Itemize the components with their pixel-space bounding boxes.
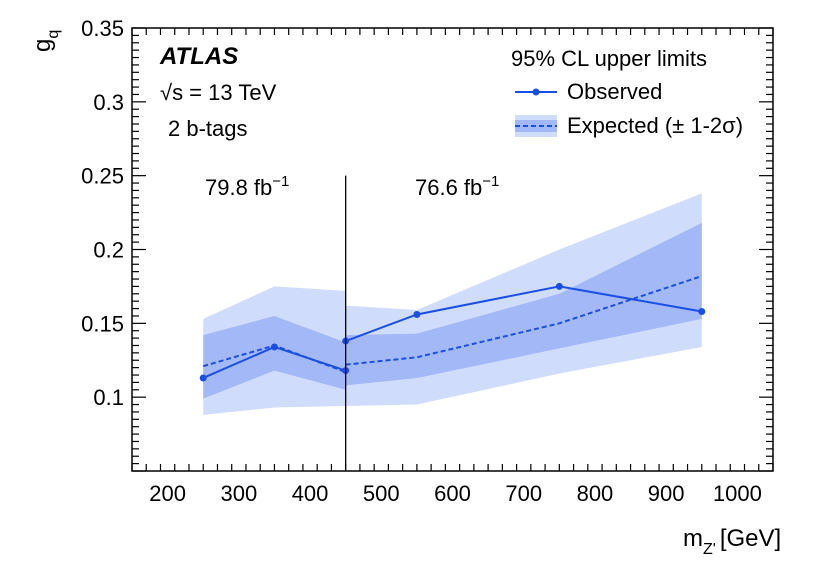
y-tick-label: 0.3 (93, 90, 124, 115)
y-tick-label: 0.2 (93, 238, 124, 263)
band-1sigma-low (203, 315, 346, 399)
x-tick-label: 200 (149, 481, 186, 506)
legend-header: 95% CL upper limits (511, 46, 707, 71)
y-axis-title: gq (29, 30, 62, 52)
legend-expected-label: Expected (± 1-2σ) (567, 113, 743, 138)
atlas-label: ATLAS (159, 43, 238, 70)
x-tick-label: 400 (292, 481, 329, 506)
observed-point (698, 308, 706, 316)
limit-lines (199, 275, 706, 382)
observed-point (413, 310, 421, 318)
x-tick-label: 300 (220, 481, 257, 506)
observed-line-high (345, 285, 702, 342)
observed-point (555, 282, 563, 290)
lumi-right-label: 76.6 fb−1 (415, 173, 499, 200)
lumi-left-label: 79.8 fb−1 (205, 173, 289, 200)
x-tick-label: 1000 (713, 481, 762, 506)
x-tick-label: 500 (363, 481, 400, 506)
y-tick-label: 0.1 (93, 385, 124, 410)
x-tick-label: 600 (434, 481, 471, 506)
selection-label: 2 b-tags (168, 116, 248, 141)
uncertainty-bands (203, 193, 702, 415)
x-tick-label: 900 (648, 481, 685, 506)
y-tick-label: 0.25 (81, 164, 124, 189)
x-axis-title: mZ' [GeV] (683, 525, 781, 558)
legend-observed-label: Observed (567, 79, 662, 104)
x-tick-label: 700 (505, 481, 542, 506)
observed-point (270, 343, 278, 351)
energy-label: √s = 13 TeV (160, 80, 277, 105)
legend-observed-marker (532, 88, 540, 96)
y-tick-label: 0.35 (81, 16, 124, 41)
legend: 95% CL upper limits Observed Expected (±… (511, 46, 743, 138)
band-1sigma-high (345, 222, 702, 386)
expected-line-high (345, 275, 703, 366)
x-tick-label: 800 (577, 481, 614, 506)
y-tick-label: 0.15 (81, 311, 124, 336)
axis-ticks: 200 300 400 500 600 700 800 900 1000 0.1 0.15 0.2 0.… (81, 16, 774, 506)
observed-point (199, 374, 207, 382)
